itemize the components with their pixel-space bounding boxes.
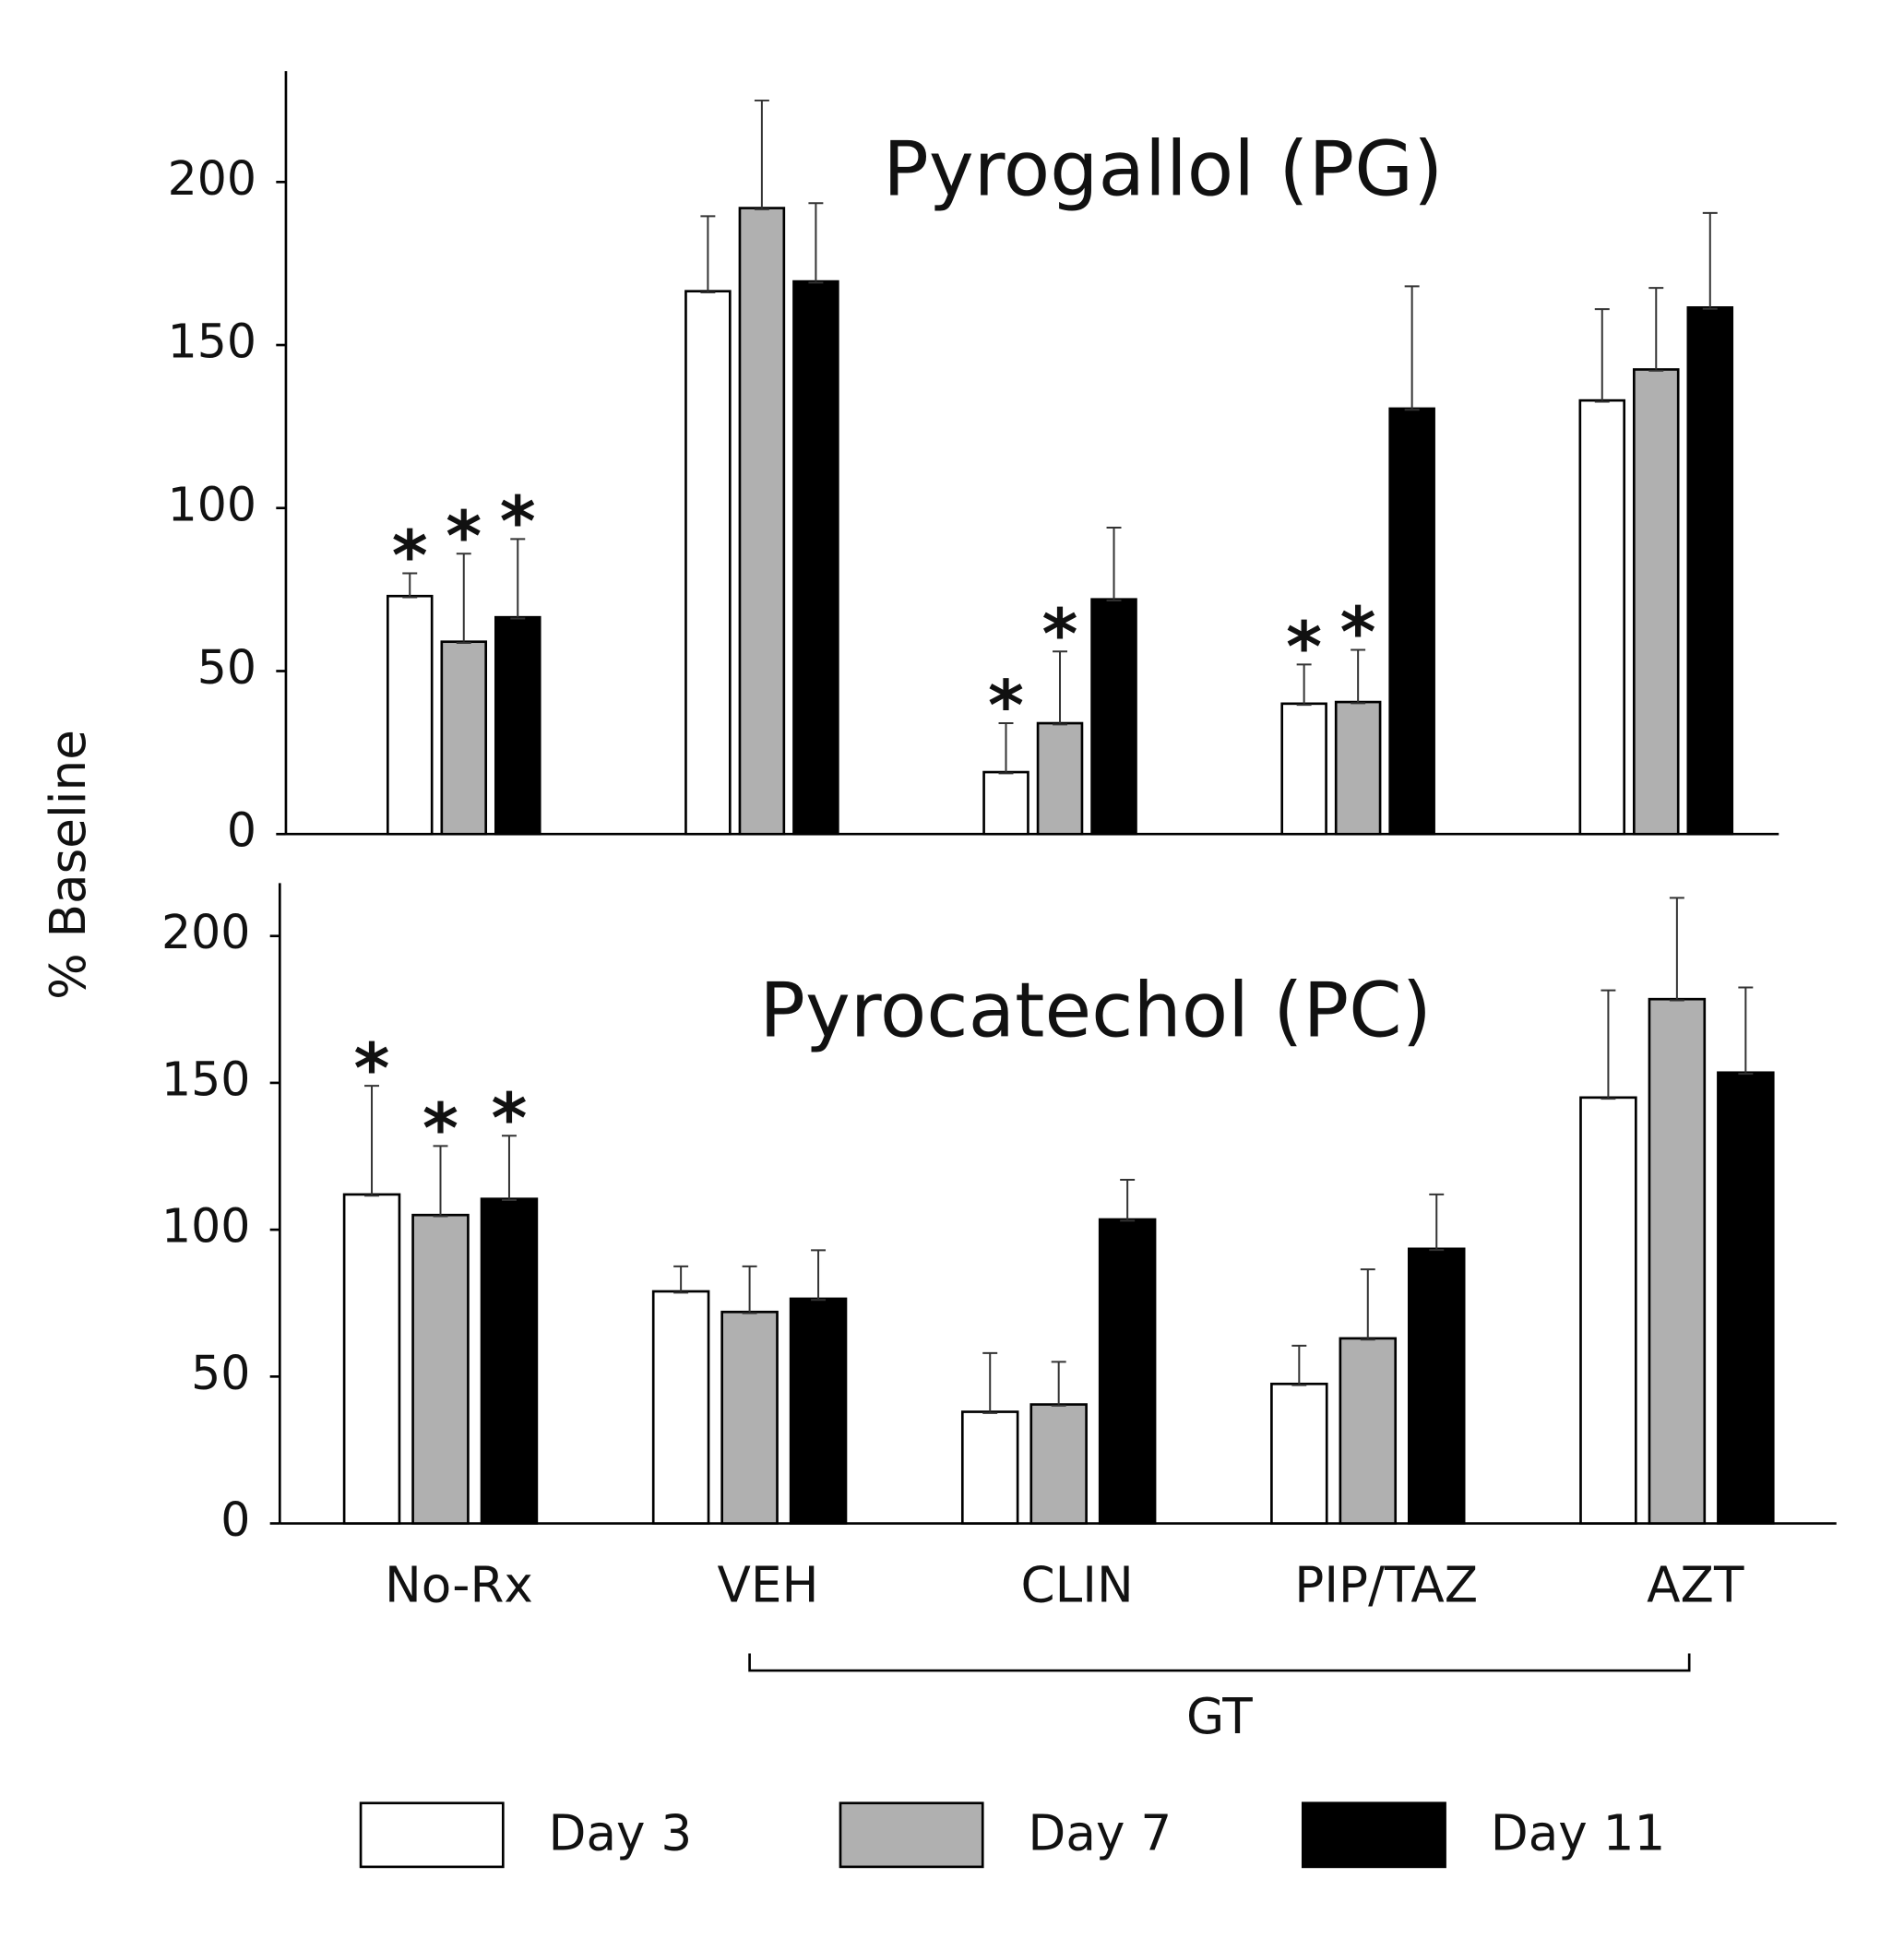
chart-title: Pyrocatechol (PC) xyxy=(759,966,1432,1054)
bar xyxy=(684,290,732,836)
error-bar xyxy=(811,1249,827,1302)
bar xyxy=(1090,598,1137,836)
bar xyxy=(494,615,541,836)
legend-swatch xyxy=(839,1801,984,1869)
error-bar xyxy=(1051,1361,1066,1407)
error-bar xyxy=(1601,989,1616,1100)
significance-marker: * xyxy=(1042,594,1078,674)
y-tick-label: 50 xyxy=(191,1346,250,1400)
error-bar xyxy=(982,1351,998,1414)
error-bar xyxy=(456,553,471,645)
y-tick-label: 200 xyxy=(161,905,250,959)
bar xyxy=(1280,702,1327,836)
error-bar xyxy=(1648,287,1664,372)
chart-title: Pyrogallol (PG) xyxy=(883,125,1443,213)
error-bar xyxy=(742,1265,757,1314)
error-bar xyxy=(402,572,418,599)
significance-marker: * xyxy=(988,666,1024,746)
bar xyxy=(1717,1071,1775,1525)
error-bar xyxy=(501,1135,517,1202)
legend-label: Day 7 xyxy=(1028,1804,1172,1861)
legend-swatch xyxy=(359,1801,505,1869)
error-bar xyxy=(1296,663,1312,707)
error-bar xyxy=(1053,650,1067,726)
significance-marker: * xyxy=(500,482,536,563)
significance-marker: * xyxy=(422,1089,458,1170)
bar xyxy=(792,279,839,836)
x-tick-label: CLIN xyxy=(1021,1557,1134,1614)
y-tick-label: 0 xyxy=(220,1492,250,1547)
bar xyxy=(738,207,786,836)
error-bar xyxy=(1429,1193,1445,1252)
bar xyxy=(1029,1403,1088,1525)
significance-marker: * xyxy=(354,1028,390,1109)
bar xyxy=(651,1290,710,1525)
legend-label: Day 11 xyxy=(1491,1804,1666,1861)
significance-marker: * xyxy=(1340,593,1376,673)
y-tick-label: 0 xyxy=(227,803,256,858)
bar xyxy=(1270,1382,1328,1525)
error-bar xyxy=(433,1145,448,1218)
x-tick-label: PIP/TAZ xyxy=(1294,1557,1478,1614)
error-bar xyxy=(754,99,769,210)
bar xyxy=(720,1310,779,1525)
y-tick-label: 150 xyxy=(168,315,256,369)
legend-swatch xyxy=(1301,1801,1446,1869)
error-bar xyxy=(673,1265,689,1294)
bar xyxy=(1334,700,1382,836)
bar xyxy=(1686,306,1734,836)
bar xyxy=(1579,1096,1637,1525)
significance-marker: * xyxy=(446,496,482,577)
y-tick-label: 100 xyxy=(168,477,256,531)
significance-marker: * xyxy=(491,1078,527,1159)
legend-label: Day 3 xyxy=(549,1804,693,1861)
error-bar xyxy=(1738,986,1754,1076)
error-bar xyxy=(1291,1344,1307,1386)
y-tick-label: 200 xyxy=(168,151,256,206)
error-bar xyxy=(1106,526,1122,602)
bar xyxy=(960,1410,1019,1525)
group-label: GT xyxy=(1186,1688,1253,1745)
error-bar xyxy=(1594,308,1610,403)
error-bar xyxy=(1669,897,1684,1002)
error-bar xyxy=(1404,285,1420,411)
bar xyxy=(1098,1218,1157,1525)
significance-marker: * xyxy=(392,517,428,597)
y-tick-label: 150 xyxy=(161,1052,250,1106)
error-bar xyxy=(1360,1268,1375,1341)
error-bar xyxy=(510,538,526,620)
significance-marker: * xyxy=(1286,608,1322,688)
group-bracket xyxy=(748,1653,1691,1672)
bar xyxy=(342,1193,401,1525)
bar xyxy=(386,594,434,836)
x-tick-label: VEH xyxy=(718,1557,819,1614)
error-bar xyxy=(700,215,716,294)
bar xyxy=(1648,997,1707,1525)
error-bar xyxy=(1351,648,1366,705)
bar xyxy=(1036,721,1084,836)
bar xyxy=(440,640,488,836)
y-tick-label: 50 xyxy=(197,640,256,695)
bar xyxy=(1407,1247,1466,1525)
error-bar xyxy=(808,202,824,284)
error-bar xyxy=(364,1085,380,1197)
y-tick-label: 100 xyxy=(161,1199,250,1254)
bar xyxy=(411,1213,470,1525)
x-tick-label: No-Rx xyxy=(385,1557,533,1614)
bar xyxy=(1388,407,1435,836)
bar xyxy=(982,770,1029,836)
bar xyxy=(1339,1337,1398,1525)
bar xyxy=(1633,368,1680,836)
bar xyxy=(480,1197,539,1525)
error-bar xyxy=(998,722,1014,775)
x-tick-label: AZT xyxy=(1647,1557,1744,1614)
error-bar xyxy=(1120,1179,1136,1222)
bar xyxy=(789,1297,848,1525)
bar xyxy=(1578,398,1626,836)
error-bar xyxy=(1702,211,1718,310)
y-axis-label: % Baseline xyxy=(40,730,97,1000)
